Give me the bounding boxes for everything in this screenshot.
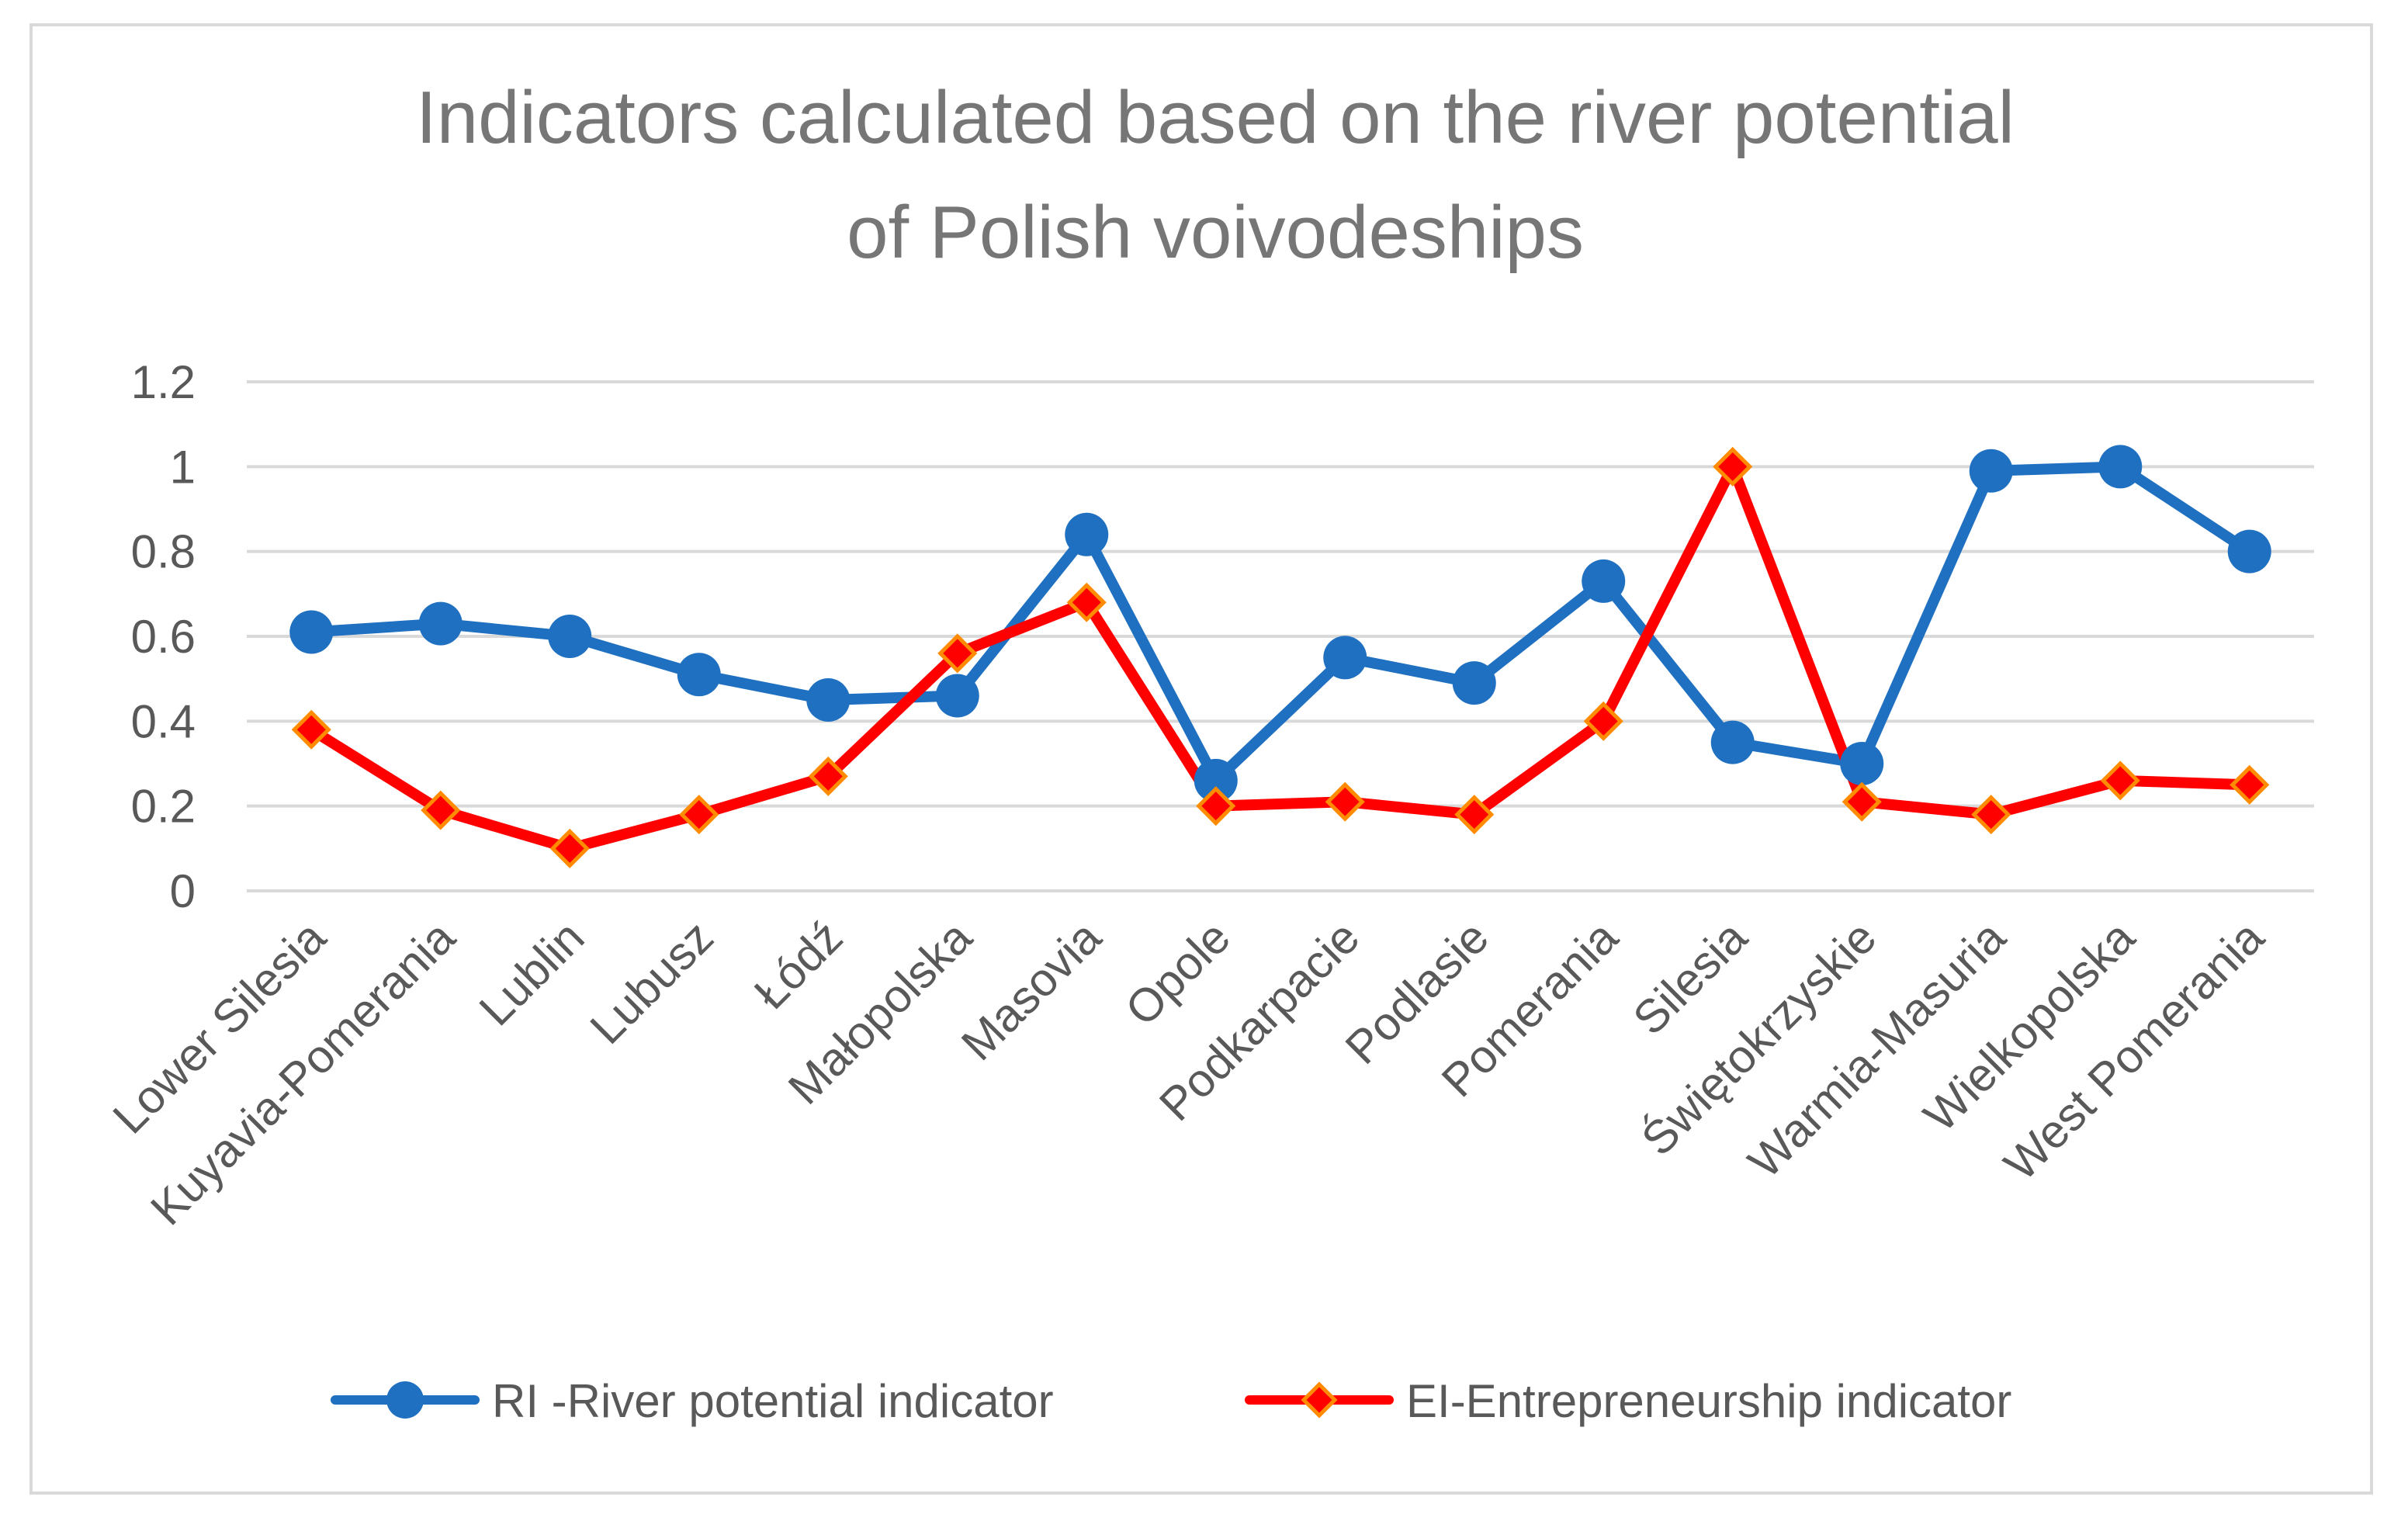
ei-point-14: [2100, 760, 2140, 801]
legend-label-ei: EI-Entrepreneurship indicator: [1406, 1375, 2011, 1427]
legend-item-ei: EI-Entrepreneurship indicator: [1245, 1375, 2011, 1427]
legend: RI -River potential indicator EI-Entrepr…: [331, 1375, 2011, 1427]
x-category-label-6: Masovia: [951, 910, 1111, 1070]
x-category-label-7: Opole: [1115, 911, 1240, 1036]
ei-point-1: [421, 790, 461, 830]
y-axis-ticks: 0 0.2 0.4 0.6 0.8 1 1.2: [131, 356, 196, 917]
legend-item-ri: RI -River potential indicator: [331, 1375, 1054, 1427]
ri-point-0: [289, 610, 334, 654]
ei-point-8: [1325, 781, 1365, 822]
ei-point-6: [1066, 582, 1107, 622]
ei-point-2: [549, 828, 590, 868]
y-tick-label-5: 1: [170, 441, 196, 493]
ri-point-1: [418, 601, 463, 646]
ri-point-3: [677, 653, 721, 697]
ri-point-15: [2227, 529, 2271, 573]
y-tick-label-0: 0: [170, 865, 196, 917]
series-lines: [306, 461, 2255, 854]
ri-point-10: [1582, 559, 1626, 603]
ei-point-3: [679, 795, 719, 835]
series-line-0: [306, 461, 2255, 786]
ri-point-12: [1840, 742, 1884, 785]
ei-point-12: [1842, 781, 1882, 822]
x-category-label-4: Łódź: [744, 911, 852, 1019]
legend-marker-ri: [386, 1381, 424, 1419]
y-tick-label-6: 1.2: [131, 356, 196, 408]
y-tick-label-1: 0.2: [131, 781, 196, 833]
ei-point-13: [1971, 795, 2011, 835]
ri-point-11: [1710, 720, 1755, 764]
y-tick-label-4: 0.8: [131, 526, 196, 578]
chart-title: Indicators calculated based on the river…: [416, 76, 2015, 274]
ri-point-9: [1452, 661, 1496, 705]
ri-point-5: [935, 674, 979, 718]
line-chart: Indicators calculated based on the river…: [103, 76, 2314, 1427]
legend-label-ri: RI -River potential indicator: [492, 1375, 1054, 1427]
chart-title-line-1: Indicators calculated based on the river…: [416, 76, 2015, 159]
legend-marker-ei: [1301, 1381, 1338, 1419]
y-tick-label-2: 0.4: [131, 695, 196, 747]
ei-point-11: [1713, 446, 1753, 487]
ri-point-8: [1323, 636, 1367, 680]
ei-point-5: [937, 633, 978, 674]
series-line-1: [306, 461, 2255, 854]
ri-point-14: [2098, 445, 2143, 489]
ei-point-10: [1583, 701, 1623, 741]
chart-frame: Indicators calculated based on the river…: [29, 23, 2373, 1495]
y-tick-label-3: 0.6: [131, 611, 196, 663]
series-markers: [289, 445, 2271, 868]
ri-point-7: [1194, 758, 1238, 802]
x-category-label-3: Lubusz: [580, 911, 723, 1054]
ei-point-15: [2230, 764, 2270, 805]
ei-point-9: [1454, 795, 1495, 835]
ri-point-4: [806, 678, 851, 722]
x-category-label-2: Lublin: [469, 911, 594, 1036]
ri-point-13: [1969, 449, 2013, 493]
chart-title-line-2: of Polish voivodeships: [847, 191, 1584, 274]
ei-point-4: [808, 756, 848, 796]
x-category-label-12: Świętokrzyskie: [1631, 911, 1886, 1166]
ri-point-2: [548, 615, 592, 658]
ei-point-7: [1196, 786, 1236, 826]
ei-point-0: [291, 709, 331, 750]
ri-point-6: [1065, 512, 1109, 556]
